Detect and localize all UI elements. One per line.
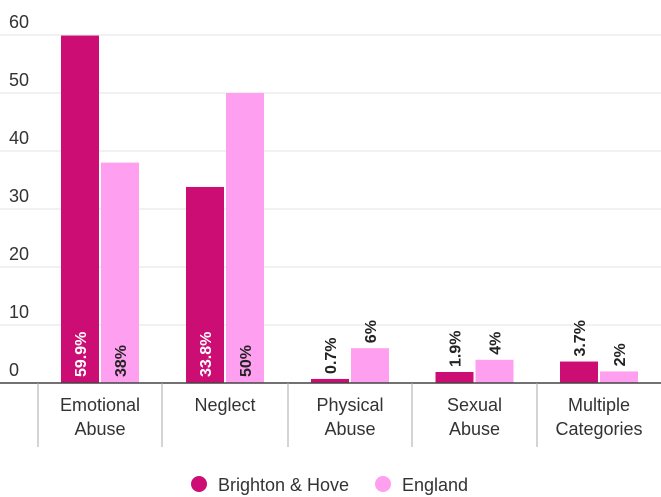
y-tick-label: 10 <box>9 302 29 322</box>
data-label: 4% <box>488 332 505 355</box>
bar-brighton-hove <box>435 371 474 383</box>
legend-label: Brighton & Hove <box>218 475 349 495</box>
bar-england <box>351 348 389 383</box>
x-tick-label: Multiple <box>568 395 630 415</box>
x-tick-label: Neglect <box>194 395 255 415</box>
bars <box>61 35 638 383</box>
x-tick-label: Physical <box>316 395 383 415</box>
legend-label: England <box>402 475 468 495</box>
y-tick-label: 0 <box>9 360 19 380</box>
data-label: 33.8% <box>198 332 215 377</box>
data-label: 6% <box>363 320 380 343</box>
data-label: 2% <box>612 343 629 366</box>
x-axis: Emotional Abuse Neglect Physical Abuse Sexual… <box>0 382 661 447</box>
y-tick-label: 20 <box>9 244 29 264</box>
y-tick-label: 60 <box>9 12 29 32</box>
bar-england <box>475 359 514 383</box>
x-tick-label: Emotional <box>60 395 140 415</box>
x-tick-label: Sexual <box>447 395 502 415</box>
bar-brighton-hove <box>186 186 224 383</box>
legend: Brighton & Hove England <box>191 475 468 495</box>
y-tick-label: 30 <box>9 186 29 206</box>
data-label: 59.9% <box>73 332 90 377</box>
data-label: 3.7% <box>572 320 589 356</box>
legend-swatch <box>191 476 207 492</box>
x-tick-label: Categories <box>555 419 642 439</box>
data-label: 0.7% <box>323 337 340 373</box>
data-label: 50% <box>238 345 255 377</box>
data-label: 38% <box>113 345 130 377</box>
y-tick-label: 40 <box>9 128 29 148</box>
data-label: 1.9% <box>448 331 465 367</box>
bar-brighton-hove <box>311 378 349 383</box>
y-tick-label: 50 <box>9 70 29 90</box>
gridlines <box>0 34 661 326</box>
x-tick-label: Abuse <box>449 419 500 439</box>
bar-england <box>101 162 139 383</box>
legend-swatch <box>375 476 391 492</box>
bar-england <box>226 93 264 383</box>
x-tick-label: Abuse <box>324 419 375 439</box>
x-tick-label: Abuse <box>74 419 125 439</box>
bar-brighton-hove <box>560 361 598 383</box>
bar-england <box>600 371 638 383</box>
bar-brighton-hove <box>61 35 99 383</box>
data-labels: 59.9% 38% 33.8% 50% 0.7% 6% 1.9% 4% 3.7% 2% <box>73 320 629 377</box>
y-axis-ticks: 0 10 20 30 40 50 60 <box>9 12 29 380</box>
